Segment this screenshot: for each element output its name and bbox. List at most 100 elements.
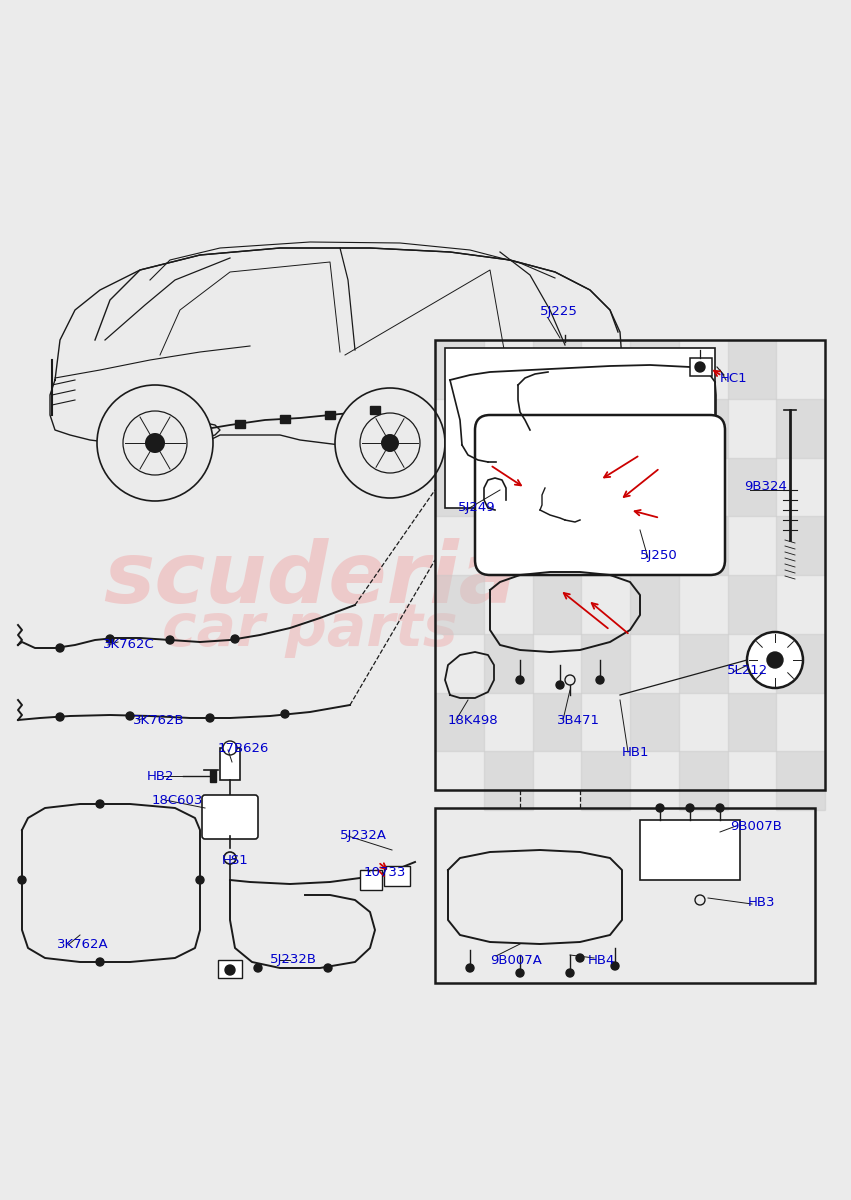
Circle shape xyxy=(106,635,114,643)
Bar xyxy=(630,340,679,398)
Circle shape xyxy=(97,385,213,502)
Bar xyxy=(483,634,533,692)
Text: 5J225: 5J225 xyxy=(540,306,578,318)
Circle shape xyxy=(96,800,104,808)
Text: 18C603: 18C603 xyxy=(152,793,203,806)
Bar xyxy=(220,748,240,780)
Text: 17B626: 17B626 xyxy=(218,742,270,755)
Bar xyxy=(690,358,712,376)
Circle shape xyxy=(166,636,174,644)
Text: 9B324: 9B324 xyxy=(744,480,787,492)
Circle shape xyxy=(686,804,694,812)
Circle shape xyxy=(126,712,134,720)
Bar xyxy=(483,398,533,457)
Text: scuderia: scuderia xyxy=(103,539,517,622)
Circle shape xyxy=(254,964,262,972)
Bar xyxy=(679,751,728,810)
Bar xyxy=(435,340,483,398)
Text: 5J250: 5J250 xyxy=(640,548,677,562)
Bar xyxy=(776,634,825,692)
Text: 5J232A: 5J232A xyxy=(340,829,387,842)
Circle shape xyxy=(516,970,524,977)
Bar xyxy=(776,751,825,810)
Bar xyxy=(435,457,483,516)
Bar xyxy=(581,751,630,810)
Circle shape xyxy=(225,965,235,974)
Text: HB2: HB2 xyxy=(147,769,174,782)
Bar xyxy=(445,348,715,508)
Circle shape xyxy=(596,676,604,684)
Bar xyxy=(435,692,483,751)
Circle shape xyxy=(281,710,289,718)
Circle shape xyxy=(576,954,584,962)
Circle shape xyxy=(747,632,803,688)
Text: 18K498: 18K498 xyxy=(448,714,499,726)
Bar xyxy=(218,960,242,978)
Text: 5J232B: 5J232B xyxy=(270,954,317,966)
Circle shape xyxy=(56,713,64,721)
Text: 10733: 10733 xyxy=(364,865,407,878)
Bar xyxy=(435,808,815,983)
Circle shape xyxy=(231,635,239,643)
Circle shape xyxy=(206,714,214,722)
Bar xyxy=(533,340,581,398)
FancyBboxPatch shape xyxy=(202,794,258,839)
Text: 3K762C: 3K762C xyxy=(103,638,155,652)
Bar xyxy=(728,575,776,634)
Circle shape xyxy=(18,876,26,884)
Bar xyxy=(630,692,679,751)
Bar xyxy=(581,634,630,692)
Circle shape xyxy=(566,970,574,977)
Text: 3B471: 3B471 xyxy=(557,714,600,726)
Bar xyxy=(679,634,728,692)
Bar xyxy=(483,751,533,810)
Bar xyxy=(533,692,581,751)
Text: HS1: HS1 xyxy=(222,853,248,866)
Bar xyxy=(728,340,776,398)
Bar xyxy=(581,398,630,457)
Circle shape xyxy=(96,958,104,966)
Bar xyxy=(630,457,679,516)
Bar xyxy=(235,420,245,428)
Bar xyxy=(280,415,290,422)
Circle shape xyxy=(656,804,664,812)
Bar xyxy=(776,516,825,575)
Bar xyxy=(533,457,581,516)
Bar xyxy=(370,406,380,414)
Bar xyxy=(630,575,679,634)
Circle shape xyxy=(324,964,332,972)
Circle shape xyxy=(56,644,64,652)
Bar xyxy=(679,398,728,457)
Circle shape xyxy=(335,388,445,498)
Text: HC1: HC1 xyxy=(720,372,748,384)
Bar xyxy=(435,340,825,790)
Circle shape xyxy=(196,876,204,884)
Text: 3K762B: 3K762B xyxy=(133,714,185,726)
Text: HB1: HB1 xyxy=(622,745,649,758)
Circle shape xyxy=(466,964,474,972)
Bar xyxy=(435,575,483,634)
Circle shape xyxy=(767,652,783,668)
Circle shape xyxy=(516,676,524,684)
Circle shape xyxy=(223,740,237,755)
Bar xyxy=(640,820,740,880)
Circle shape xyxy=(695,362,705,372)
Circle shape xyxy=(381,434,399,452)
Text: 5J249: 5J249 xyxy=(458,502,495,515)
Text: car parts: car parts xyxy=(163,601,458,659)
Bar xyxy=(533,575,581,634)
Bar xyxy=(360,870,382,890)
Bar xyxy=(728,457,776,516)
Circle shape xyxy=(611,962,619,970)
Bar xyxy=(728,692,776,751)
Bar xyxy=(679,516,728,575)
Text: 3K762A: 3K762A xyxy=(57,938,109,952)
Bar xyxy=(776,398,825,457)
Bar xyxy=(581,516,630,575)
FancyBboxPatch shape xyxy=(475,415,725,575)
Bar xyxy=(210,770,216,782)
Circle shape xyxy=(556,680,564,689)
Bar xyxy=(384,866,410,886)
Text: 5L212: 5L212 xyxy=(727,664,768,677)
Text: HB4: HB4 xyxy=(588,954,615,966)
